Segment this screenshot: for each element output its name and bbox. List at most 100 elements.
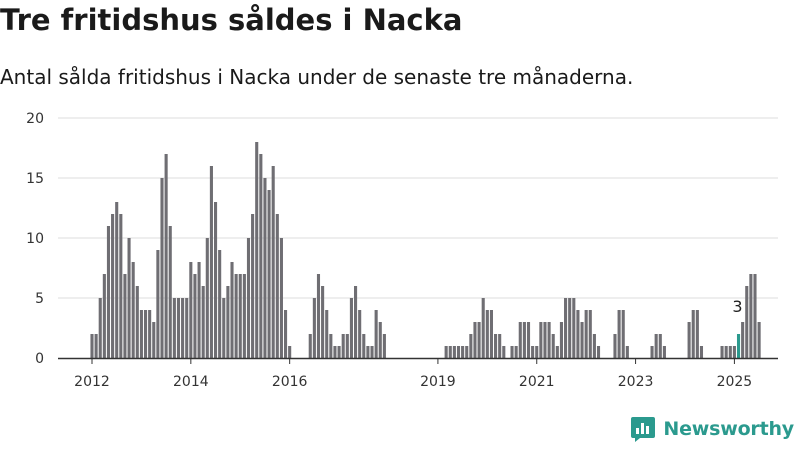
- bar: [613, 334, 617, 358]
- bar: [143, 310, 148, 358]
- bar: [753, 274, 757, 358]
- annotations: 3: [730, 295, 744, 318]
- bar: [588, 310, 592, 358]
- bar: [316, 274, 321, 358]
- y-tick-label: 0: [35, 351, 44, 367]
- bar: [345, 334, 349, 358]
- y-tick-label: 5: [35, 291, 44, 307]
- bar: [382, 334, 386, 358]
- bar: [172, 298, 176, 358]
- bar: [329, 334, 333, 358]
- bar: [378, 322, 382, 358]
- bar: [547, 322, 551, 358]
- bar: [119, 214, 123, 358]
- bar: [189, 262, 193, 358]
- bar: [213, 202, 218, 358]
- bar: [185, 298, 189, 358]
- bar-chart-logo-icon: [631, 417, 656, 442]
- highlight-value-label: 3: [732, 297, 742, 316]
- bar: [168, 226, 172, 358]
- bar: [251, 214, 255, 358]
- bar: [234, 274, 238, 358]
- bar: [193, 274, 197, 358]
- newsworthy-brand: Newsworthy: [629, 414, 794, 444]
- bar: [477, 322, 481, 358]
- grid-lines: [58, 117, 778, 299]
- bar: [106, 226, 111, 358]
- bar: [510, 346, 514, 358]
- bar: [699, 346, 704, 358]
- bar: [662, 346, 666, 358]
- y-tick-label: 20: [26, 111, 44, 127]
- bar: [543, 322, 547, 358]
- bar: [720, 346, 724, 358]
- bar: [481, 298, 485, 358]
- bar: [465, 346, 469, 358]
- y-tick-label: 10: [26, 231, 44, 247]
- x-tick-label: 2023: [618, 374, 654, 390]
- bar: [539, 322, 543, 358]
- bar-highlighted: [736, 334, 741, 358]
- bar: [625, 346, 629, 358]
- bar: [366, 346, 370, 358]
- bar: [222, 298, 226, 358]
- bar: [531, 346, 535, 358]
- bar: [209, 166, 213, 358]
- bar: [152, 322, 156, 358]
- bar: [444, 346, 448, 358]
- bar: [687, 322, 691, 358]
- bar: [164, 154, 168, 358]
- bar: [596, 346, 601, 358]
- bar: [230, 262, 234, 358]
- bar: [271, 166, 275, 358]
- bar: [135, 286, 139, 358]
- bar: [226, 286, 230, 358]
- bar: [111, 214, 115, 358]
- y-tick-label: 15: [26, 171, 44, 187]
- bar: [749, 274, 753, 358]
- bar: [160, 178, 164, 358]
- bar: [654, 334, 658, 358]
- bar: [349, 298, 353, 358]
- bar: [728, 346, 732, 358]
- bar: [94, 334, 98, 358]
- bar: [695, 310, 699, 358]
- bar: [308, 334, 312, 358]
- bar: [263, 178, 267, 358]
- bar: [148, 310, 152, 358]
- bar: [312, 298, 316, 358]
- bar: [526, 322, 531, 358]
- x-tick-label: 2016: [272, 374, 308, 390]
- bar: [535, 346, 539, 358]
- bar: [197, 262, 201, 358]
- bar: [469, 334, 473, 358]
- bar: [741, 322, 745, 358]
- bar: [354, 286, 358, 358]
- bar: [123, 274, 127, 358]
- bar: [568, 298, 572, 358]
- bar: [757, 322, 761, 358]
- bar: [362, 334, 366, 358]
- bar: [242, 274, 246, 358]
- bar: [745, 286, 749, 358]
- bar: [580, 322, 584, 358]
- bar: [218, 250, 222, 358]
- bar: [489, 310, 493, 358]
- bar: [321, 286, 325, 358]
- bar: [374, 310, 378, 358]
- y-axis-tick-labels: 0 5 10 15 20: [26, 111, 44, 367]
- bar: [288, 346, 292, 358]
- bar: [555, 346, 559, 358]
- bar: [255, 142, 259, 358]
- bar: [498, 334, 502, 358]
- bar: [572, 298, 576, 358]
- bar: [522, 322, 526, 358]
- x-tick-label: 2025: [717, 374, 753, 390]
- bar: [370, 346, 374, 358]
- x-tick-label: 2012: [74, 374, 110, 390]
- bar: [98, 298, 102, 358]
- bar: [181, 298, 185, 358]
- bar: [650, 346, 654, 358]
- bar: [358, 310, 362, 358]
- bar: [115, 202, 119, 358]
